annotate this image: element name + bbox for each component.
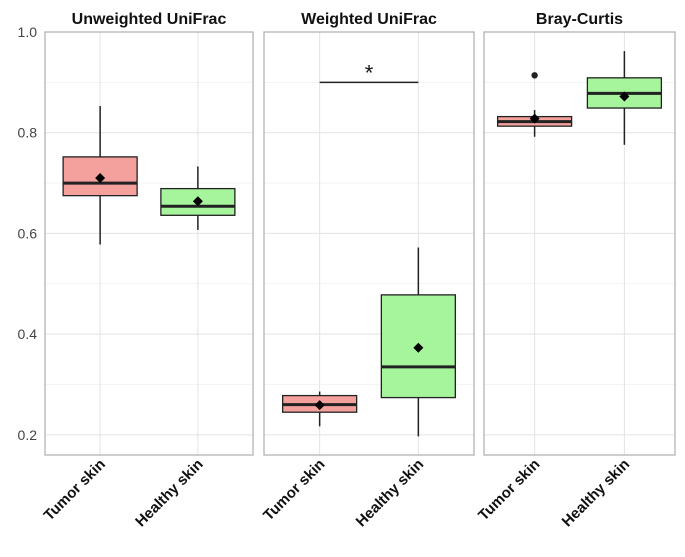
x-tick-label: Tumor skin <box>260 456 328 524</box>
x-tick-label: Healthy skin <box>353 456 428 531</box>
y-tick-label: 1.0 <box>18 24 38 40</box>
panel: Bray-Curtis Tumor skin Healthy skin <box>475 11 676 531</box>
x-tick-label: Tumor skin <box>475 456 543 524</box>
panel-border <box>483 31 676 456</box>
mean-marker <box>529 113 540 124</box>
y-tick-label: 0.6 <box>18 225 38 241</box>
mean-marker <box>619 91 630 102</box>
x-tick-label: Healthy skin <box>559 456 634 531</box>
outlier-point <box>531 72 538 79</box>
panel-title: Bray-Curtis <box>536 11 623 28</box>
mean-marker <box>314 400 325 411</box>
y-tick-label: 0.2 <box>18 427 38 443</box>
box-tumor-skin <box>496 72 573 137</box>
box-healthy-skin <box>380 247 457 437</box>
panel: Weighted UniFrac * Tumor skin Healthy skin <box>260 11 475 531</box>
panel-border <box>263 31 475 456</box>
panel-title: Weighted UniFrac <box>301 11 437 28</box>
panel-border <box>44 31 254 456</box>
y-tick-label: 0.8 <box>18 125 38 141</box>
y-tick-label: 0.4 <box>18 326 38 342</box>
x-tick-label: Healthy skin <box>132 456 207 531</box>
panel-background <box>45 32 253 455</box>
mean-marker <box>413 342 424 353</box>
mean-marker <box>192 196 203 207</box>
y-axis: 0.2 0.4 0.6 0.8 1.0 <box>18 24 38 443</box>
box-tumor-skin <box>62 106 138 245</box>
panel-title: Unweighted UniFrac <box>72 11 227 28</box>
box-healthy-skin <box>586 51 663 145</box>
box-tumor-skin <box>281 391 358 427</box>
box-healthy-skin <box>160 166 236 230</box>
mean-marker <box>95 173 106 184</box>
x-tick-label: Tumor skin <box>41 456 109 524</box>
significance-label: * <box>365 60 374 85</box>
panel: Unweighted UniFrac Tumor skin Healthy skin <box>41 11 254 531</box>
